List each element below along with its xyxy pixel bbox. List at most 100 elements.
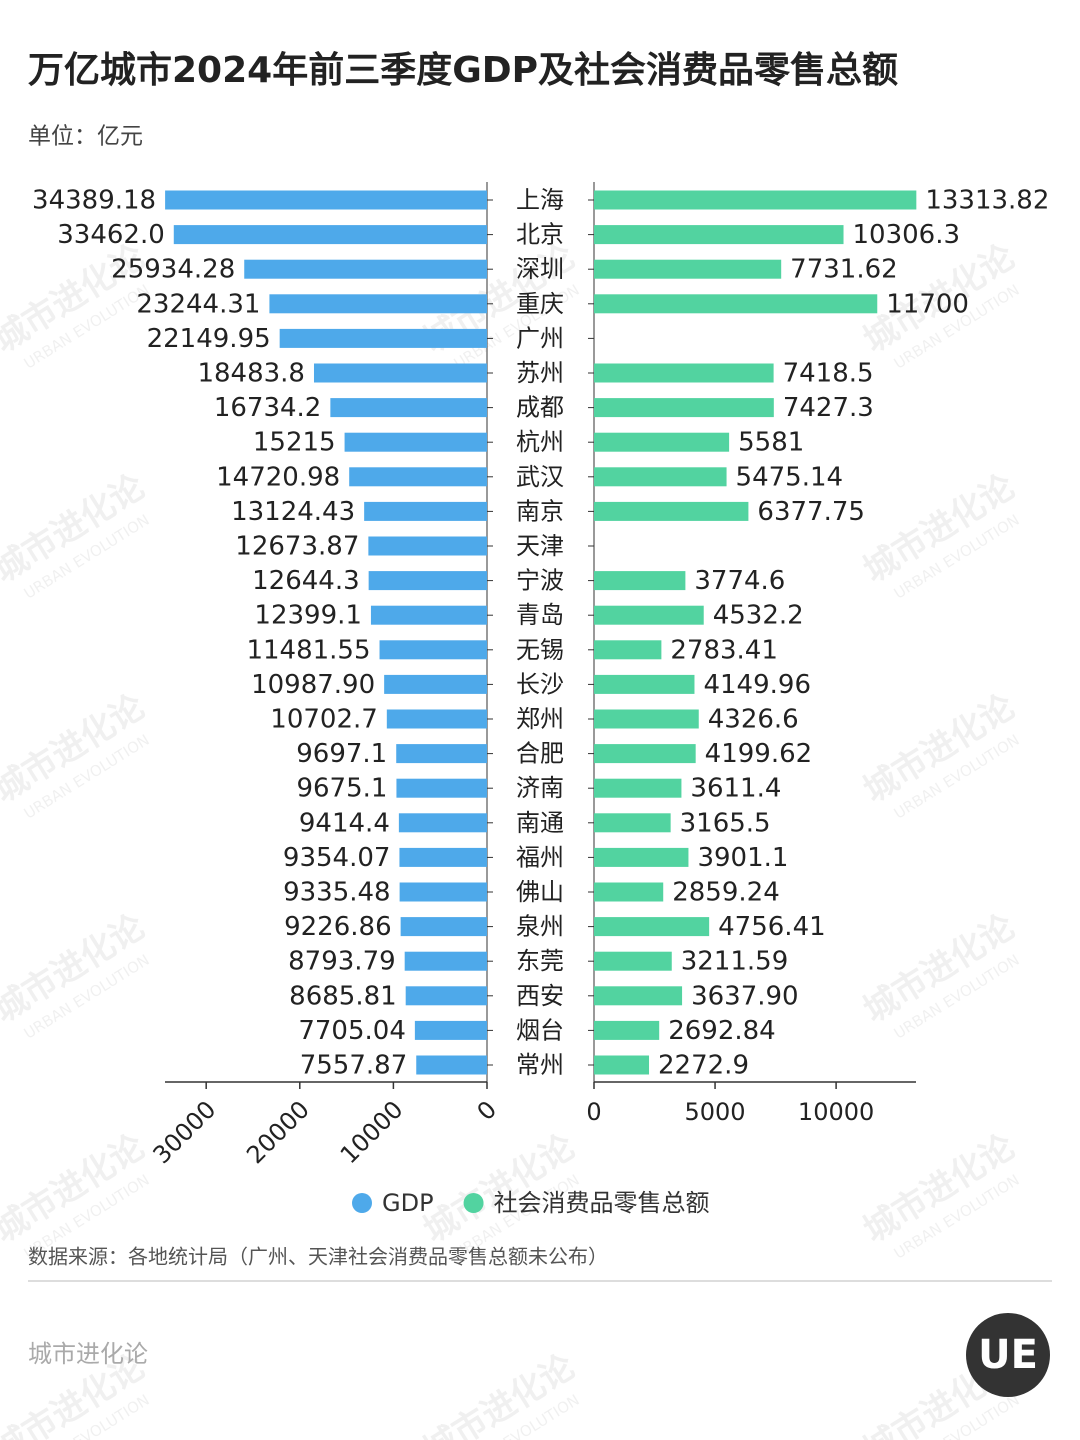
data-label: 12399.1 [254,601,362,631]
data-label: 10987.90 [251,670,375,700]
category-label: 泉州 [516,913,564,941]
bar [364,501,487,521]
category-label: 南通 [516,809,564,837]
bar [594,190,917,210]
data-label: 9226.86 [284,912,392,942]
bar [399,847,487,867]
bar [370,605,487,625]
category-label: 重庆 [516,290,564,318]
bar [594,778,682,798]
bar [594,917,710,937]
bar [594,882,664,902]
data-label: 15215 [253,428,336,458]
data-label: 3211.59 [681,947,789,977]
data-label: 7427.3 [783,393,874,423]
category-label: 青岛 [516,601,564,629]
legend-marker [352,1193,372,1213]
data-label: 3637.90 [691,981,799,1011]
data-label: 9335.48 [283,878,391,908]
category-label: 无锡 [516,636,564,664]
data-label: 7705.04 [298,1016,406,1046]
category-label: 佛山 [516,878,564,906]
data-label: 10306.3 [853,220,961,250]
data-label: 3774.6 [694,566,785,596]
data-label: 9354.07 [283,843,391,873]
bar [279,328,487,348]
bar [398,813,487,833]
footer: 城市进化论 [28,1340,148,1368]
bar [404,951,487,971]
bar [416,1055,487,1075]
bar [414,1020,487,1040]
category-label: 西安 [516,982,564,1010]
category-label: 烟台 [516,1016,564,1044]
data-label: 25934.28 [111,255,235,285]
category-label: 合肥 [516,740,564,768]
data-label: 5581 [738,428,804,458]
data-label: 4756.41 [718,912,826,942]
data-label: 4199.62 [705,739,813,769]
bar [396,778,487,798]
data-label: 3611.4 [690,774,781,804]
data-label: 16734.2 [214,393,322,423]
data-label: 10702.7 [270,705,378,735]
bar [594,398,774,418]
data-label: 23244.31 [136,289,260,319]
logo-text: UE [978,1332,1038,1378]
data-label: 2859.24 [672,878,780,908]
category-label: 宁波 [516,567,564,595]
data-label: 8685.81 [289,981,397,1011]
category-label: 东莞 [516,947,564,975]
category-label: 天津 [516,532,564,560]
category-label: 北京 [516,221,564,249]
data-label: 4326.6 [708,705,799,735]
bar [594,709,699,729]
bar [405,986,487,1006]
bar [368,536,487,556]
bar [396,744,487,764]
bar [269,294,487,314]
bar [594,813,671,833]
source-note: 数据来源：各地统计局（广州、天津社会消费品零售总额未公布） [28,1245,608,1269]
category-label: 广州 [516,324,564,352]
bar [594,467,727,487]
bar [594,605,704,625]
bar [594,951,672,971]
bar [594,432,730,452]
data-label: 4532.2 [713,601,804,631]
category-label: 长沙 [516,670,564,698]
category-label: 南京 [516,497,564,525]
bar [594,640,662,660]
data-label: 2783.41 [670,635,778,665]
bar [594,571,686,591]
data-label: 33462.0 [57,220,165,250]
logo-circle [966,1313,1050,1397]
bar [594,847,689,867]
bar [173,225,487,245]
data-label: 14720.98 [216,462,340,492]
bar [368,571,487,591]
x2-tick-label: 0 [586,1098,601,1126]
bar [594,225,844,245]
bar [386,709,487,729]
bar [594,1020,660,1040]
data-label: 5475.14 [736,462,844,492]
x2-tick-label: 10000 [798,1098,874,1126]
legend-label: GDP [382,1189,434,1217]
data-label: 6377.75 [757,497,865,527]
data-label: 22149.95 [147,324,271,354]
data-label: 9697.1 [296,739,387,769]
bar [379,640,487,660]
legend-label: 社会消费品零售总额 [494,1189,710,1217]
category-label: 郑州 [516,705,564,733]
bar [594,501,749,521]
bar [594,674,695,694]
data-label: 13313.82 [925,186,1049,216]
bar [400,917,487,937]
subtitle: 单位：亿元 [28,124,143,150]
bar [165,190,488,210]
category-label: 武汉 [516,463,564,491]
data-label: 18483.8 [197,359,305,389]
category-label: 常州 [516,1051,564,1079]
